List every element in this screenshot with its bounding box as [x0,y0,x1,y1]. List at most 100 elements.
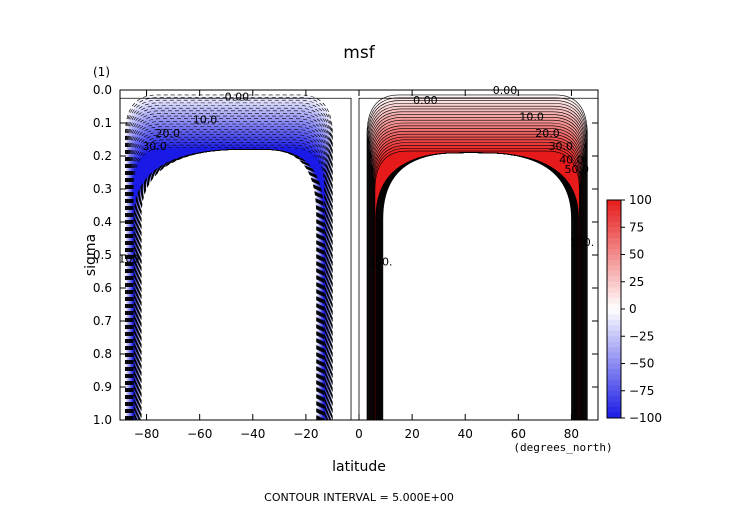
contour-label: 0.00 [225,91,250,104]
x-tick-label: −20 [293,427,318,441]
contour-line [131,139,326,420]
y-tick-label: 0.3 [93,182,112,196]
colorbar-tick-label: −75 [629,384,654,398]
colorbar-swatch [607,216,621,223]
x-tick-label: −40 [240,427,265,441]
colorbar-swatch [607,396,621,403]
contour-label: 100. [368,256,393,269]
contour-line [127,107,331,420]
x-axis-title: latitude [332,459,386,475]
x-tick-label: 20 [404,427,419,441]
colorbar-swatch [607,270,621,277]
colorbar-swatch [607,352,621,359]
colorbar-swatch [607,401,621,408]
y-tick-label: 0.7 [93,314,112,328]
contour-label: 10.0 [519,110,544,123]
colorbar-swatch [607,298,621,305]
y-axis-title: sigma [83,234,99,276]
y-tick-label: 1.0 [93,413,112,427]
colorbar: 100 75 50 25 0 −25 −50 −75 −100 [606,193,662,425]
colorbar-swatch [607,330,621,337]
colorbar-swatch [607,254,621,261]
colorbar-swatch [607,221,621,228]
contour-line [130,128,328,420]
contour-label: 100. [118,252,143,265]
colorbar-tick-label: −50 [629,357,654,371]
x-axis: −80 −60 −40 −20 0 20 40 60 80 [134,90,579,441]
y-unit-label: (1) [93,65,110,79]
contour-label: 30.0 [549,140,574,153]
colorbar-swatch [607,303,621,310]
y-tick-label: 0.1 [93,116,112,130]
zero-contour [120,97,352,420]
y-tick-label: 0.6 [93,281,112,295]
colorbar-swatch [607,292,621,299]
colorbar-swatch [607,390,621,397]
colorbar-swatch [607,412,621,419]
colorbar-swatch [607,358,621,364]
zero-contour [358,97,598,420]
colorbar-tick-label: 100 [629,193,652,207]
contour-label: 30.0 [142,140,167,153]
contour-label: 40.0 [559,153,584,166]
colorbar-swatch [607,309,621,315]
colorbar-tick-label: 75 [629,220,644,234]
chart-title: msf [343,43,375,63]
y-tick-label: 0.4 [93,215,112,229]
contour-label: 50.0 [565,163,590,176]
colorbar-swatch [607,265,621,272]
x-tick-label: 40 [458,427,473,441]
colorbar-tick-label: −25 [629,329,654,343]
colorbar-swatch [607,281,621,288]
x-tick-label: 60 [511,427,526,441]
colorbar-swatch [607,249,621,255]
colorbar-swatch [607,276,621,283]
colorbar-swatch [607,385,621,392]
x-unit-label: (degrees_north) [513,441,612,454]
colorbar-swatch [607,374,621,381]
contour-label: 20.0 [535,127,560,140]
colorbar-swatch [607,325,621,332]
contour-line [130,134,327,420]
y-axis: 0.0 0.1 0.2 0.3 0.4 0.5 0.6 0.7 0.8 0.9 1.0 [93,83,598,427]
y-tick-label: 0.0 [93,83,112,97]
contour-line [132,147,325,420]
contour-label: 10.0 [193,114,218,127]
colorbar-swatch [607,368,621,375]
colorbar-swatch [607,363,621,370]
y-tick-label: 0.9 [93,380,112,394]
contour-line [125,99,332,420]
contour-label: 20.0 [156,127,181,140]
colorbar-swatch [607,341,621,348]
colorbar-swatch [607,227,621,234]
colorbar-swatch [607,238,621,245]
colorbar-swatch [607,205,621,212]
colorbar-swatch [607,243,621,250]
colorbar-tick-label: 50 [629,248,644,262]
y-tick-label: 0.8 [93,347,112,361]
colorbar-swatch [607,407,621,414]
y-tick-label: 0.2 [93,149,112,163]
colorbar-swatch [607,287,621,294]
colorbar-swatch [607,347,621,354]
x-tick-label: 0 [355,427,363,441]
x-tick-label: −80 [134,427,159,441]
colorbar-swatch [607,232,621,239]
contour-line [126,102,332,420]
y-tick-label: 0.5 [93,248,112,262]
colorbar-tick-label: 0 [629,302,637,316]
x-tick-label: 80 [564,427,579,441]
contour-label: 0.00 [413,94,438,107]
colorbar-swatch [607,314,621,321]
contour-line [126,105,332,420]
contour-interval-footer: CONTOUR INTERVAL = 5.000E+00 [264,491,454,504]
colorbar-swatch [607,379,621,386]
contour-line [132,142,326,420]
colorbar-swatch [607,336,621,343]
contour-lines [120,94,598,420]
colorbar-swatch [607,210,621,217]
contour-label: 100. [570,236,595,249]
colorbar-swatch [607,319,621,326]
colorbar-swatch [607,259,621,266]
